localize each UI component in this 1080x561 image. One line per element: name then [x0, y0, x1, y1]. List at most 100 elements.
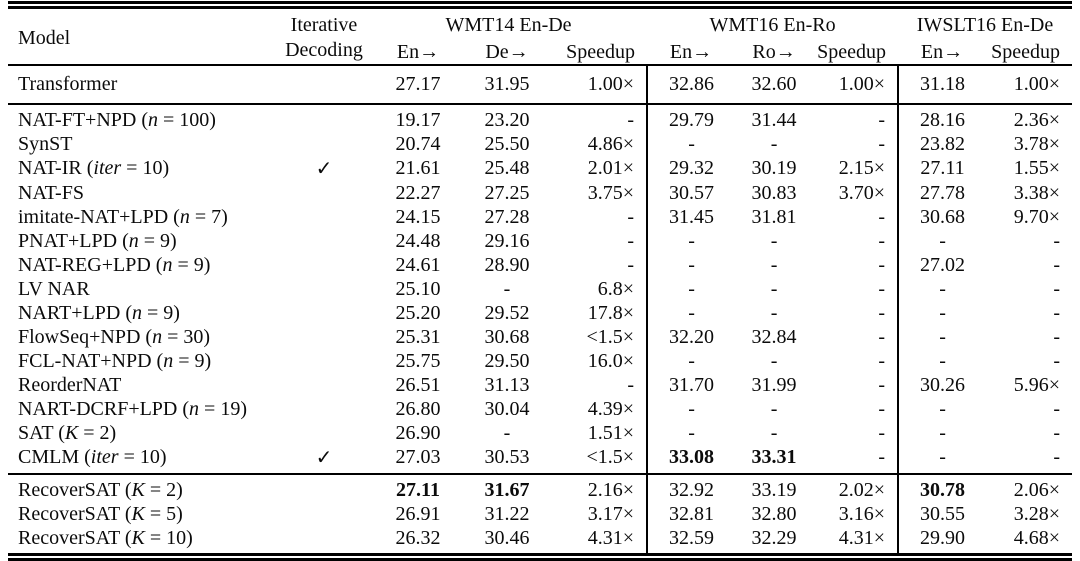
- iterative-decoding-cell: [278, 373, 370, 397]
- score-cell: -: [770, 253, 778, 276]
- score-cell: -: [646, 397, 736, 421]
- column-header-wmt14-de: De→: [485, 41, 529, 63]
- score-cell: 31.70: [646, 373, 736, 397]
- speedup-cell: -: [878, 397, 886, 420]
- score-cell: 32.92: [646, 474, 736, 502]
- column-header-iwslt16-en: En→: [920, 41, 964, 63]
- results-table: Model Iterative Decoding WMT14 En-De WMT1…: [8, 1, 1073, 561]
- score-cell: 29.32: [646, 156, 736, 181]
- speedup-cell: 6.8×: [597, 277, 635, 300]
- iterative-decoding-cell: [278, 205, 370, 229]
- table-row: NART+LPD (n = 9) 25.20 29.52 17.8× - - - - -: [8, 301, 1072, 325]
- score-cell: 25.10: [395, 277, 441, 300]
- model-parameter-variable: n: [162, 253, 173, 276]
- iterative-decoding-cell: [278, 301, 370, 325]
- model-name-cell: RecoverSAT (K = 5): [18, 502, 183, 525]
- column-header-wmt14-speedup: Speedup: [566, 41, 636, 63]
- model-parameter-variable: n: [189, 397, 200, 420]
- model-parameter-variable: n: [152, 325, 163, 348]
- score-cell: -: [770, 421, 778, 444]
- score-cell: 31.18: [897, 65, 987, 104]
- header-row-groups: Model Iterative Decoding WMT14 En-De WMT1…: [8, 5, 1072, 61]
- speedup-cell: -: [1053, 253, 1061, 276]
- score-cell: -: [897, 349, 987, 373]
- speedup-cell: -: [878, 373, 886, 396]
- paper-table-figure: Model Iterative Decoding WMT14 En-De WMT1…: [8, 1, 1073, 561]
- iterative-decoding-cell: [278, 229, 370, 253]
- model-parameter-variable: n: [128, 229, 139, 252]
- iterative-decoding-cell: [278, 474, 370, 502]
- model-name-cell: SAT (K = 2): [18, 421, 117, 444]
- model-name-cell: NART-DCRF+LPD (n = 19): [18, 397, 247, 420]
- speedup-cell: 17.8×: [587, 301, 635, 324]
- score-cell: 31.95: [484, 73, 530, 95]
- table-row: RecoverSAT (K = 5) 26.91 31.22 3.17× 32.81 32…: [8, 502, 1072, 526]
- score-cell: 33.08: [646, 445, 736, 474]
- table-row: NAT-FT+NPD (n = 100) 19.17 23.20-29.79 31.4…: [8, 104, 1072, 132]
- speedup-cell: 3.17×: [587, 502, 635, 525]
- score-cell: 19.17: [395, 108, 441, 131]
- table-row: RecoverSAT (K = 2) 27.11 31.67 2.16× 32.92 33…: [8, 474, 1072, 502]
- score-cell: 31.13: [484, 373, 530, 396]
- score-cell: 27.17: [395, 73, 441, 95]
- model-name-cell: NAT-FT+NPD (n = 100): [18, 108, 216, 131]
- score-cell: 23.82: [897, 132, 987, 156]
- score-cell: 32.59: [646, 526, 736, 557]
- speedup-cell: -: [878, 108, 886, 131]
- checkmark-icon: ✓: [315, 447, 333, 469]
- table-row: NART-DCRF+LPD (n = 19) 26.80 30.04 4.39× - - -…: [8, 397, 1072, 421]
- model-parameter-variable: n: [179, 205, 190, 228]
- score-cell: 25.75: [395, 349, 441, 372]
- speedup-cell: -: [1053, 301, 1061, 324]
- table-row: Transformer 27.17 31.95 1.00× 32.86 32.60 1.00…: [8, 65, 1072, 104]
- speedup-cell: -: [627, 108, 635, 131]
- score-cell: -: [897, 445, 987, 474]
- speedup-cell: 16.0×: [587, 349, 635, 372]
- iterative-decoding-cell: [278, 181, 370, 205]
- score-cell: 24.61: [395, 253, 441, 276]
- score-cell: -: [503, 421, 511, 444]
- speedup-cell: 9.70×: [1013, 205, 1061, 228]
- column-header-wmt14-en: En→: [396, 41, 440, 63]
- column-header-wmt16-en: En→: [669, 41, 713, 63]
- score-cell: -: [646, 132, 736, 156]
- score-cell: 24.48: [395, 229, 441, 252]
- group-header-iwslt16-en-de: IWSLT16 En-De: [916, 14, 1054, 36]
- speedup-cell: 3.16×: [838, 502, 886, 525]
- speedup-cell: -: [1053, 325, 1061, 348]
- model-parameter-variable: n: [163, 349, 174, 372]
- speedup-cell: -: [878, 325, 886, 348]
- score-cell: 27.25: [484, 181, 530, 204]
- section-non-autoregressive-models: NAT-FT+NPD (n = 100) 19.17 23.20-29.79 31.4…: [8, 104, 1073, 474]
- speedup-cell: -: [878, 132, 886, 155]
- checkmark-icon: ✓: [315, 158, 333, 180]
- model-name-cell: ReorderNAT: [18, 373, 122, 396]
- speedup-cell: 4.31×: [838, 526, 886, 549]
- iterative-decoding-cell: ✓: [278, 445, 370, 474]
- table-row: SynST 20.74 25.50 4.86× - - -23.82 3.78×: [8, 132, 1072, 156]
- score-cell: 30.57: [646, 181, 736, 205]
- score-cell: 26.32: [395, 526, 441, 549]
- table-row: NAT-FS 22.27 27.25 3.75× 30.57 30.83 3.70× 27.7…: [8, 181, 1072, 205]
- speedup-cell: -: [878, 421, 886, 444]
- score-cell: 22.27: [395, 181, 441, 204]
- score-cell: 31.22: [484, 502, 530, 525]
- model-name-cell: LV NAR: [18, 277, 90, 300]
- speedup-cell: -: [1053, 277, 1061, 300]
- score-cell: 33.19: [751, 478, 797, 501]
- score-cell: 26.91: [395, 502, 441, 525]
- speedup-cell: 3.70×: [838, 181, 886, 204]
- speedup-cell: 5.96×: [1013, 373, 1061, 396]
- score-cell: 30.68: [897, 205, 987, 229]
- score-cell: 29.79: [646, 104, 736, 132]
- score-cell: 29.16: [484, 229, 530, 252]
- model-name-cell: FCL-NAT+NPD (n = 9): [18, 349, 212, 372]
- score-cell: 24.15: [395, 205, 441, 228]
- model-name-cell: RecoverSAT (K = 2): [18, 478, 183, 501]
- speedup-cell: -: [878, 253, 886, 276]
- speedup-cell: 2.01×: [587, 157, 635, 179]
- score-cell: 32.84: [751, 325, 797, 348]
- score-cell: 27.11: [897, 156, 987, 181]
- model-name-cell: NAT-IR (iter = 10): [18, 157, 170, 179]
- speedup-cell: -: [878, 446, 886, 468]
